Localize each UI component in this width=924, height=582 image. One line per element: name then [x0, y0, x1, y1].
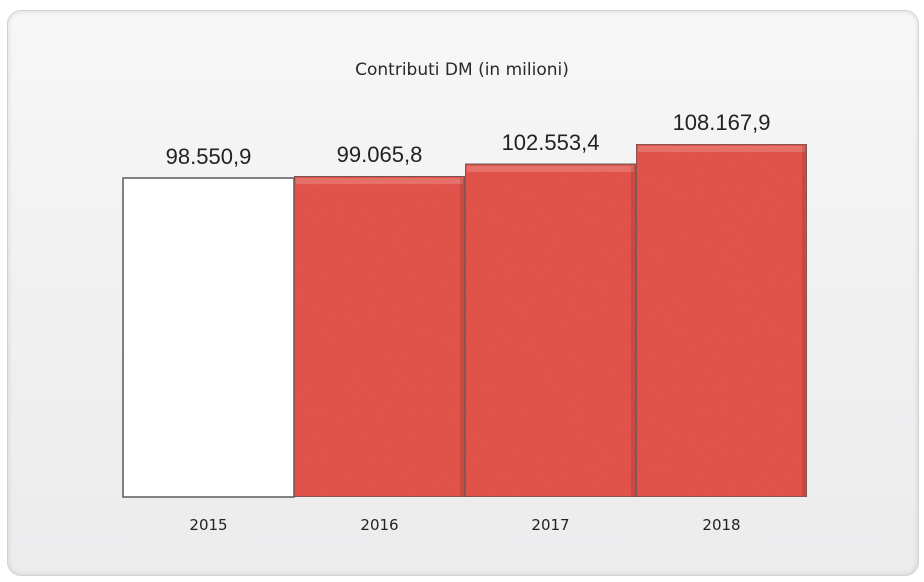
data-label-2015: 98.550,9 — [166, 144, 252, 169]
labels-layer: 98.550,9 99.065,8 102.553,4 108.167,9 — [166, 110, 771, 169]
data-label-2018: 108.167,9 — [673, 110, 771, 135]
data-label-2016: 99.065,8 — [337, 142, 423, 167]
x-tick-label-2015: 2015 — [189, 516, 227, 534]
data-label-2017: 102.553,4 — [502, 130, 600, 155]
bar-2015 — [122, 177, 295, 498]
x-tick-label-2018: 2018 — [702, 516, 740, 534]
bar-highlight-2016 — [296, 178, 463, 185]
bar-2018 — [635, 143, 808, 498]
bar-shade-2017 — [631, 165, 635, 496]
bars-layer — [122, 143, 808, 498]
bar-rect-2017 — [464, 163, 637, 498]
bar-2017 — [464, 163, 637, 498]
bar-2016 — [293, 175, 466, 498]
bar-shade-2016 — [460, 178, 464, 496]
bar-rect-2015 — [122, 177, 295, 498]
bar-highlight-2017 — [467, 165, 634, 172]
bar-highlight-2018 — [638, 146, 805, 152]
bar-shade-2018 — [802, 146, 806, 496]
x-tick-label-2017: 2017 — [531, 516, 569, 534]
ticks-layer: 2015 2016 2017 2018 — [189, 516, 740, 534]
x-tick-label-2016: 2016 — [360, 516, 398, 534]
bar-rect-2016 — [293, 175, 466, 498]
chart-title: Contributi DM (in milioni) — [355, 60, 569, 80]
bar-rect-2018 — [635, 143, 808, 498]
